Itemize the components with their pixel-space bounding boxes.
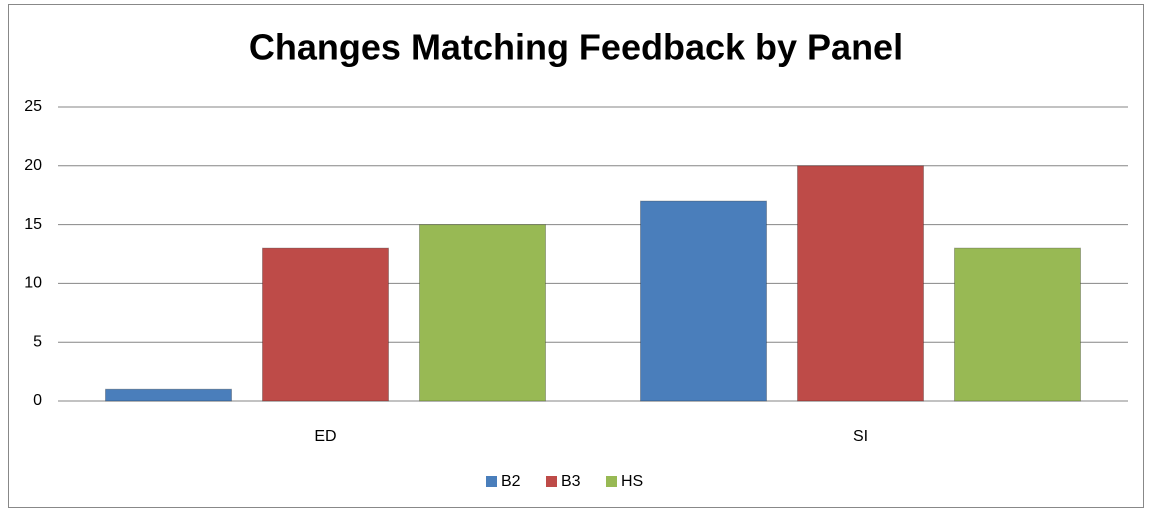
chart-title: Changes Matching Feedback by Panel (249, 27, 903, 68)
y-tick-label: 0 (33, 392, 42, 409)
bar (419, 224, 546, 402)
y-tick-label: 5 (33, 333, 42, 350)
legend-swatch (486, 476, 497, 487)
chart-border (8, 4, 1144, 508)
y-tick-label: 10 (24, 275, 42, 292)
x-tick-label: SI (853, 428, 868, 445)
legend-label: HS (621, 473, 643, 490)
bar (954, 247, 1081, 402)
x-tick-label: ED (314, 428, 336, 445)
legend-label: B2 (501, 473, 521, 490)
y-tick-label: 20 (24, 157, 42, 174)
bar (797, 165, 924, 402)
bar (105, 388, 232, 402)
y-tick-label: 15 (24, 216, 42, 233)
legend-label: B3 (561, 473, 581, 490)
legend-swatch (546, 476, 557, 487)
legend-swatch (606, 476, 617, 487)
bar (262, 247, 389, 402)
bar (640, 200, 767, 402)
y-tick-label: 25 (24, 98, 42, 115)
